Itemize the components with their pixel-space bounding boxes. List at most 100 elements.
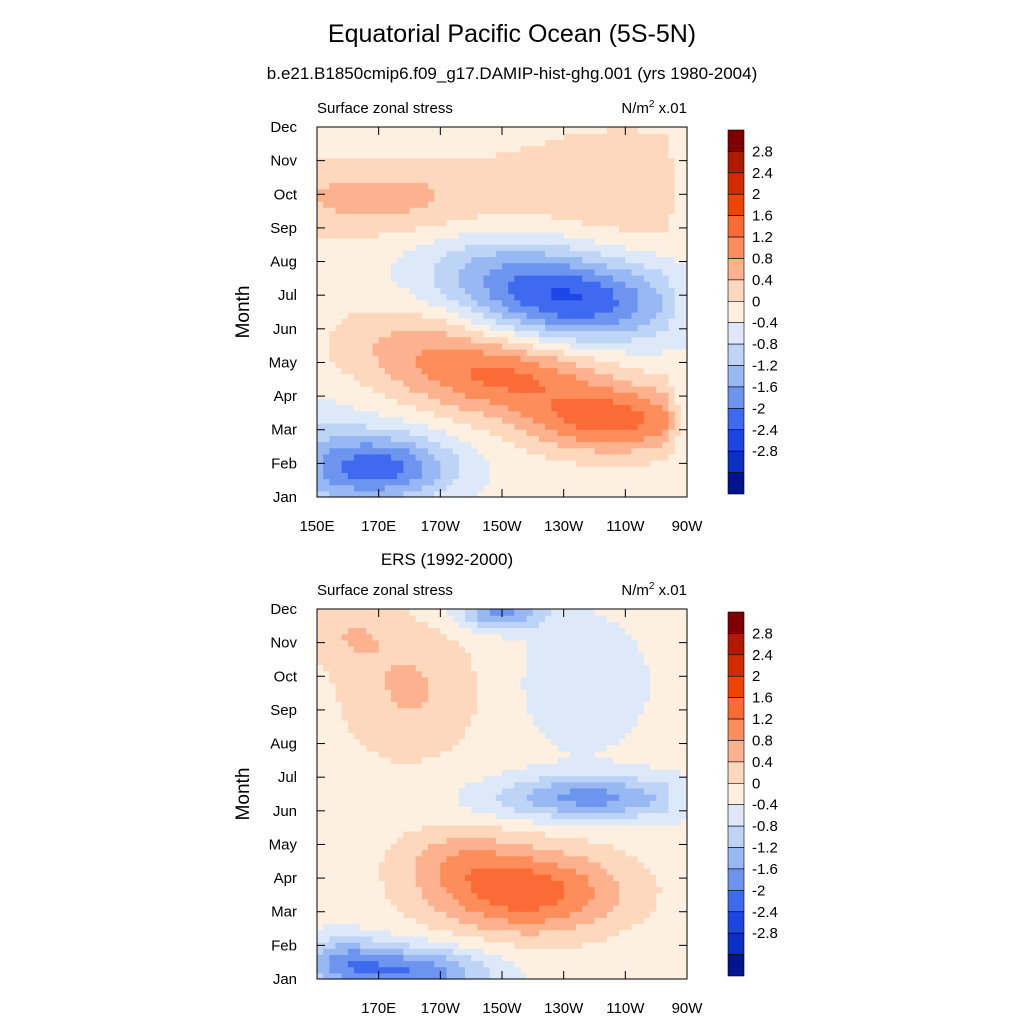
field-cell (341, 404, 349, 412)
field-cell (489, 892, 497, 900)
field-cell (428, 176, 435, 184)
field-cell (403, 429, 411, 436)
field-cell (526, 225, 534, 233)
field-cell (366, 151, 374, 159)
field-cell (323, 966, 330, 974)
field-cell (323, 367, 330, 375)
field-cell (588, 342, 596, 350)
field-cell (668, 293, 676, 301)
field-cell (662, 188, 670, 196)
field-cell (520, 231, 528, 239)
field-cell (557, 139, 565, 147)
field-cell (397, 880, 404, 888)
field-cell (415, 472, 423, 480)
field-cell (397, 151, 404, 159)
field-cell (465, 484, 472, 492)
field-cell (502, 423, 509, 430)
field-cell (354, 429, 361, 436)
field-cell (656, 886, 663, 894)
field-cell (502, 966, 509, 974)
field-cell (520, 855, 528, 863)
field-cell (563, 182, 571, 190)
field-cell (650, 379, 657, 387)
field-cell (582, 157, 589, 165)
field-cell (650, 472, 657, 480)
field-cell (662, 886, 670, 894)
field-cell (545, 287, 552, 295)
field-cell (582, 201, 589, 208)
field-cell (471, 441, 478, 449)
field-cell (625, 880, 633, 888)
field-cell (415, 139, 423, 147)
field-cell (613, 287, 620, 295)
field-cell (656, 145, 663, 153)
field-cell (335, 416, 343, 424)
field-cell (366, 219, 374, 227)
field-cell (366, 318, 374, 325)
field-cell (341, 225, 349, 233)
field-cell (502, 151, 509, 159)
field-cell (366, 324, 374, 332)
field-cell (600, 342, 608, 350)
field-cell (674, 268, 682, 276)
field-cell (458, 262, 466, 270)
field-cell (631, 849, 639, 857)
field-cell (347, 145, 355, 153)
field-cell (514, 398, 522, 406)
field-cell (551, 490, 559, 498)
y-tick-label: Nov (270, 153, 297, 170)
field-cell (569, 182, 577, 190)
field-cell (403, 139, 411, 147)
field-cell (643, 201, 651, 208)
field-cell (391, 256, 398, 264)
field-cell (372, 466, 380, 473)
field-cell (384, 855, 392, 863)
field-cell (341, 256, 349, 264)
field-cell (329, 361, 337, 369)
field-cell (631, 472, 639, 480)
field-cell (495, 281, 503, 288)
field-cell (335, 176, 343, 184)
field-cell (391, 410, 398, 418)
field-cell (366, 225, 374, 233)
field-cell (576, 423, 583, 430)
field-cell (366, 404, 374, 412)
field-cell (674, 404, 682, 412)
field-cell (397, 398, 404, 406)
field-cell (403, 880, 411, 888)
field-cell (650, 935, 657, 943)
field-cell (471, 250, 478, 258)
field-cell (360, 355, 367, 362)
field-cell (563, 151, 571, 159)
field-cell (643, 256, 651, 264)
field-cell (317, 929, 324, 937)
field-cell (613, 139, 620, 147)
field-cell (335, 441, 343, 449)
field-cell (594, 929, 602, 937)
field-cell (674, 256, 682, 264)
field-cell (354, 312, 361, 319)
field-cell (440, 404, 448, 412)
field-cell (397, 157, 404, 165)
field-cell (520, 880, 528, 888)
field-cell (539, 342, 546, 350)
field-cell (631, 917, 639, 925)
field-cell (378, 478, 386, 486)
field-cell (409, 367, 417, 375)
field-cell (619, 318, 626, 325)
field-cell (452, 892, 460, 900)
field-cell (323, 250, 330, 258)
field-cell (508, 917, 515, 925)
field-cell (323, 855, 330, 863)
field-cell (539, 349, 546, 356)
field-cell (582, 373, 589, 381)
field-cell (668, 188, 676, 196)
field-cell (619, 145, 626, 153)
field-cell (384, 404, 392, 412)
field-cell (378, 855, 386, 863)
field-cell (421, 275, 429, 282)
field-cell (613, 966, 620, 974)
field-cell (613, 435, 620, 443)
field-cell (366, 892, 374, 900)
field-cell (588, 886, 596, 894)
